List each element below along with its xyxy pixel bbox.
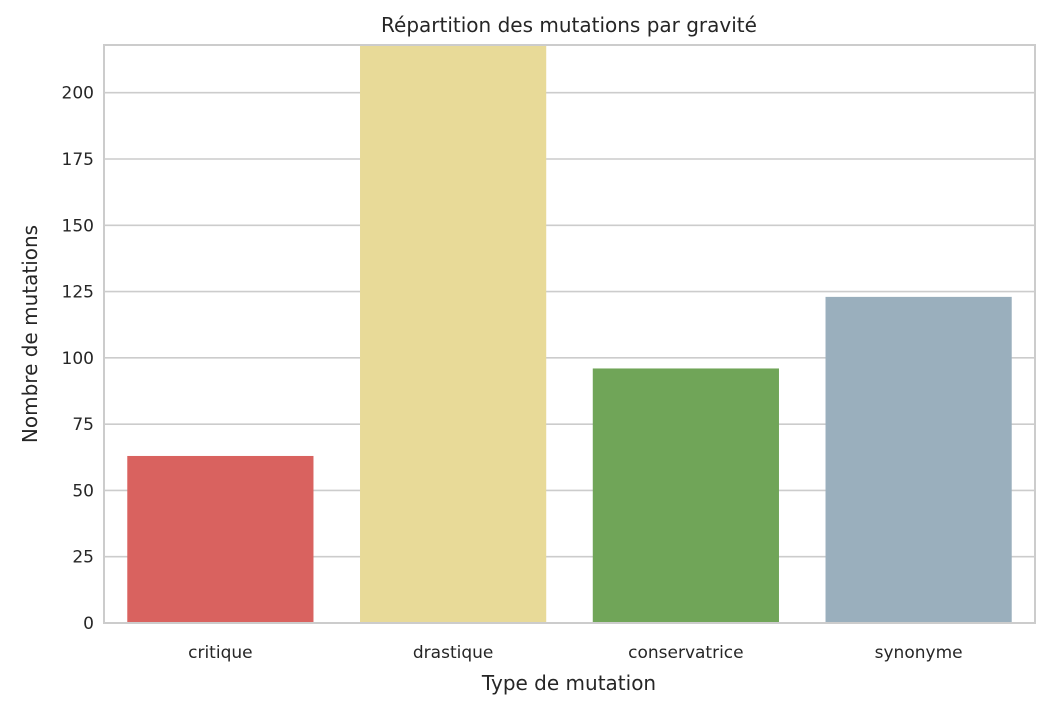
- plot-frame: [103, 44, 1036, 624]
- y-tick-label: 200: [62, 84, 94, 104]
- bars: [127, 45, 1012, 623]
- y-tick-label: 150: [62, 216, 94, 236]
- x-tick-label: drastique: [413, 643, 493, 663]
- x-tick-label: conservatrice: [628, 643, 744, 663]
- y-tick-label: 50: [72, 481, 94, 501]
- y-tick-label: 125: [62, 283, 94, 303]
- x-axis-ticks: critique drastique conservatrice synonyme: [188, 643, 962, 663]
- chart-title: Répartition des mutations par gravité: [381, 13, 757, 37]
- y-tick-label: 0: [83, 614, 94, 634]
- bar-drastique: [360, 45, 547, 623]
- bar-critique: [127, 455, 314, 623]
- bar-conservatrice: [592, 368, 779, 623]
- y-tick-label: 100: [62, 349, 94, 369]
- y-tick-label: 25: [72, 548, 94, 568]
- y-tick-label: 175: [62, 150, 94, 170]
- x-tick-label: synonyme: [875, 643, 963, 663]
- x-axis-label: Type de mutation: [481, 671, 656, 695]
- x-tick-label: critique: [188, 643, 252, 663]
- y-axis-label: Nombre de mutations: [18, 225, 42, 443]
- y-tick-label: 75: [72, 415, 94, 435]
- bar-synonyme: [825, 296, 1012, 623]
- y-axis-ticks: 0 25 50 75 100 125 150 175 200: [62, 84, 94, 634]
